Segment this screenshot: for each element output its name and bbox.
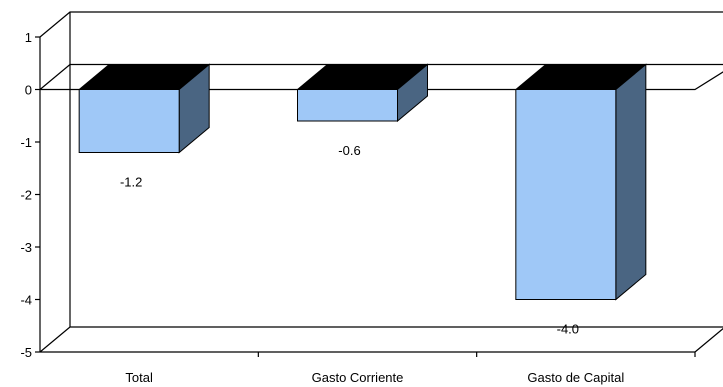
bar-front xyxy=(297,89,398,122)
data-label: -4.0 xyxy=(557,322,579,337)
bars xyxy=(77,63,648,301)
y-tick-label: -4 xyxy=(20,293,32,308)
y-tick-label: -2 xyxy=(20,188,32,203)
zero-line xyxy=(39,63,723,91)
y-axis: 1 0 -1 -2 -3 -4 -5 xyxy=(20,30,41,360)
bar-1 xyxy=(77,63,211,154)
bar-side xyxy=(615,63,647,301)
floor-back-edge xyxy=(39,326,723,353)
bar-front xyxy=(78,89,180,153)
zero-plane xyxy=(39,63,723,91)
y-tick-label: 0 xyxy=(25,83,32,98)
bar-2 xyxy=(296,63,429,123)
y-tick-label: -1 xyxy=(20,135,32,150)
y-tick-label: 1 xyxy=(25,30,32,45)
bar-front xyxy=(515,89,617,300)
x-tick-label: Gasto de Capital xyxy=(527,370,624,385)
floor-right-edge xyxy=(694,327,723,353)
x-tick-label: Gasto Corriente xyxy=(312,370,404,385)
data-label: -1.2 xyxy=(120,175,142,190)
x-tick-label: Total xyxy=(125,370,153,385)
x-axis: Total Gasto Corriente Gasto de Capital xyxy=(40,351,696,385)
data-label: -0.6 xyxy=(338,143,360,158)
y-tick-label: -3 xyxy=(20,240,32,255)
data-labels: -1.2 -0.6 -4.0 xyxy=(120,143,579,337)
bar-3 xyxy=(514,63,648,301)
y-tick-label: -5 xyxy=(20,345,32,360)
back-wall-top-edge xyxy=(39,11,723,38)
